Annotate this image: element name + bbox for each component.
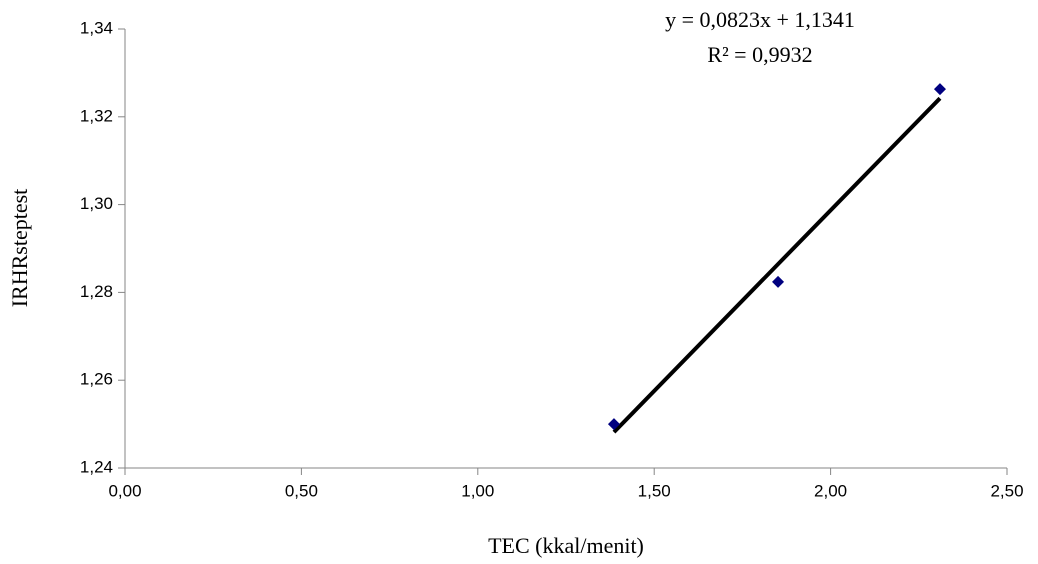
y-tick-label: 1,28 — [80, 282, 113, 301]
x-tick-label: 2,50 — [990, 481, 1023, 500]
point — [607, 418, 620, 431]
y-tick-label: 1,26 — [80, 370, 113, 389]
y-axis-title: IRHRsteptest — [7, 189, 32, 308]
x-tick-label: 1,50 — [638, 481, 671, 500]
point — [772, 275, 785, 288]
y-tick-label: 1,30 — [80, 194, 113, 213]
x-axis-title: TEC (kkal/menit) — [488, 533, 644, 558]
y-tick-label: 1,24 — [80, 457, 113, 476]
r-squared: R² = 0,9932 — [707, 42, 812, 67]
x-tick-label: 2,00 — [814, 481, 847, 500]
x-tick-label: 1,00 — [461, 481, 494, 500]
trendline-equation: y = 0,0823x + 1,1341 — [665, 7, 855, 32]
point — [933, 83, 946, 96]
y-tick-label: 1,34 — [80, 18, 113, 37]
y-tick-label: 1,32 — [80, 106, 113, 125]
trendline — [612, 96, 942, 434]
x-tick-label: 0,50 — [285, 481, 318, 500]
x-tick-label: 0,00 — [108, 481, 141, 500]
